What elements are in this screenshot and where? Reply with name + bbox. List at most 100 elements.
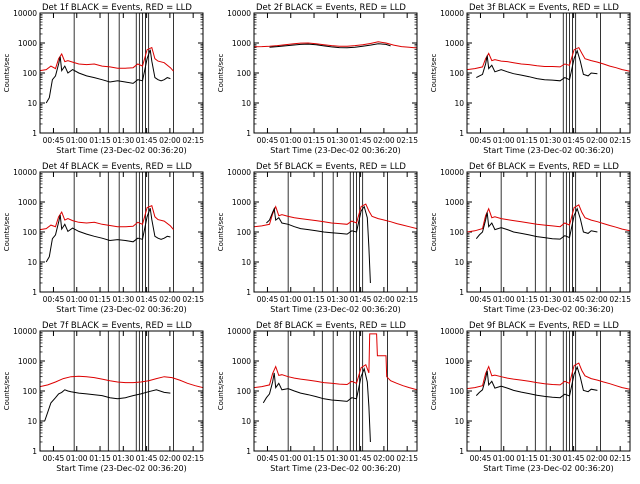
- x-tick-label: 02:00: [159, 454, 181, 463]
- plot-frame: [466, 330, 631, 452]
- y-tick-label: 100: [237, 228, 252, 237]
- x-tick-label: 02:00: [159, 295, 181, 304]
- y-tick-label: 10000: [227, 168, 251, 177]
- chart-title: Det 8f BLACK = Events, RED = LLD: [256, 321, 406, 331]
- y-tick-label: 10: [454, 417, 464, 426]
- y-tick-label: 10: [27, 99, 37, 108]
- x-axis-label: Start Time (23-Dec-02 00:36:20): [270, 305, 401, 314]
- x-tick-label: 02:15: [609, 295, 631, 304]
- x-tick-label: 00:45: [470, 295, 492, 304]
- y-tick-label: 1: [32, 447, 37, 456]
- x-tick-label: 01:15: [303, 454, 325, 463]
- x-tick-label: 02:00: [586, 454, 608, 463]
- events-series-line: [266, 205, 371, 284]
- y-tick-label: 1: [246, 129, 251, 138]
- x-axis-label: Start Time (23-Dec-02 00:36:20): [56, 146, 187, 155]
- x-tick-label: 01:00: [66, 295, 88, 304]
- plot-frame: [39, 330, 204, 452]
- x-tick-label: 00:45: [470, 454, 492, 463]
- x-tick-label: 01:45: [350, 295, 372, 304]
- events-series-line: [45, 49, 171, 104]
- y-tick-label: 10000: [440, 168, 464, 177]
- x-tick-label: 01:30: [113, 295, 135, 304]
- x-tick-label: 01:30: [327, 295, 349, 304]
- x-tick-label: 01:00: [280, 454, 302, 463]
- x-tick-label: 01:15: [89, 295, 111, 304]
- x-tick-label: 01:15: [516, 295, 538, 304]
- x-tick-label: 01:30: [540, 454, 562, 463]
- x-tick-label: 00:45: [43, 295, 65, 304]
- y-tick-label: 10000: [13, 168, 37, 177]
- x-tick-label: 02:00: [586, 136, 608, 145]
- x-axis-label: Start Time (23-Dec-02 00:36:20): [483, 464, 614, 473]
- x-tick-label: 01:00: [493, 454, 515, 463]
- plot-frame: [466, 171, 631, 293]
- x-tick-label: 01:45: [563, 136, 585, 145]
- x-tick-label: 01:00: [280, 136, 302, 145]
- y-tick-label: 10: [241, 99, 251, 108]
- y-axis-label: Counts/sec: [430, 54, 438, 93]
- x-tick-label: 02:15: [396, 454, 418, 463]
- x-tick-label: 00:45: [43, 136, 65, 145]
- y-tick-label: 10: [241, 258, 251, 267]
- y-axis-label: Counts/sec: [217, 54, 225, 93]
- x-tick-label: 01:45: [563, 454, 585, 463]
- x-tick-label: 01:00: [493, 295, 515, 304]
- x-tick-label: 01:15: [516, 136, 538, 145]
- y-axis-label: Counts/sec: [217, 213, 225, 252]
- events-series-line: [475, 365, 598, 399]
- x-tick-label: 01:30: [327, 136, 349, 145]
- y-tick-label: 1000: [232, 39, 251, 48]
- y-tick-label: 10000: [440, 9, 464, 18]
- x-tick-label: 01:15: [303, 295, 325, 304]
- x-tick-label: 01:15: [516, 454, 538, 463]
- y-tick-label: 1: [459, 447, 464, 456]
- x-tick-label: 01:15: [89, 136, 111, 145]
- events-series-line: [476, 49, 598, 82]
- plot-frame: [39, 12, 204, 134]
- y-tick-label: 1000: [18, 357, 37, 366]
- y-axis-label: Counts/sec: [3, 372, 11, 411]
- y-tick-label: 10: [454, 258, 464, 267]
- chart-panel: Det 6f BLACK = Events, RED = LLD Counts/s…: [430, 162, 631, 314]
- x-axis-label: Start Time (23-Dec-02 00:36:20): [56, 305, 187, 314]
- plot-frame: [253, 12, 418, 134]
- plot-frame: [253, 171, 418, 293]
- x-tick-label: 01:00: [280, 295, 302, 304]
- y-tick-label: 1000: [445, 357, 464, 366]
- y-tick-label: 1: [246, 288, 251, 297]
- x-tick-label: 02:15: [182, 295, 204, 304]
- x-tick-label: 02:00: [373, 295, 395, 304]
- y-tick-label: 1: [459, 288, 464, 297]
- x-axis-label: Start Time (23-Dec-02 00:36:20): [56, 464, 187, 473]
- lld-series-line: [254, 203, 417, 230]
- lld-series-line: [40, 46, 174, 72]
- x-tick-label: 01:00: [493, 136, 515, 145]
- y-tick-label: 100: [23, 387, 38, 396]
- lld-series-line: [40, 205, 174, 231]
- chart-title: Det 9f BLACK = Events, RED = LLD: [469, 321, 619, 331]
- x-tick-label: 02:15: [609, 136, 631, 145]
- x-tick-label: 01:45: [350, 454, 372, 463]
- lld-series-line: [40, 375, 203, 389]
- chart-panel: Det 2f BLACK = Events, RED = LLD Counts/s…: [217, 3, 418, 155]
- chart-panel: Det 1f BLACK = Events, RED = LLD Counts/s…: [3, 3, 204, 155]
- x-tick-label: 02:15: [396, 136, 418, 145]
- events-series-line: [262, 367, 371, 443]
- x-tick-label: 02:00: [159, 136, 181, 145]
- lld-series-line: [254, 333, 417, 391]
- x-tick-label: 01:00: [66, 136, 88, 145]
- x-tick-label: 01:15: [303, 136, 325, 145]
- chart-title: Det 1f BLACK = Events, RED = LLD: [42, 3, 192, 13]
- x-tick-label: 01:15: [89, 454, 111, 463]
- lld-series-line: [467, 204, 630, 233]
- events-series-line: [475, 207, 598, 240]
- y-axis-label: Counts/sec: [217, 372, 225, 411]
- x-tick-label: 02:00: [373, 454, 395, 463]
- y-axis-label: Counts/sec: [430, 213, 438, 252]
- lld-series-line: [467, 362, 630, 390]
- chart-title: Det 3f BLACK = Events, RED = LLD: [469, 3, 619, 13]
- y-tick-label: 1000: [232, 357, 251, 366]
